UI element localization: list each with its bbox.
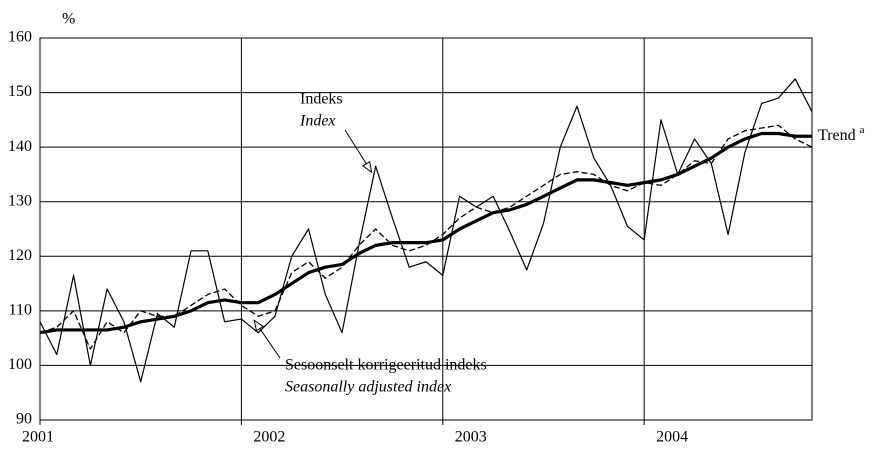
x-tick-label: 2003 bbox=[455, 429, 487, 446]
plot-frame bbox=[39, 37, 813, 421]
series-line bbox=[39, 124, 813, 350]
y-unit: % bbox=[62, 11, 75, 28]
y-tick-label: 160 bbox=[8, 29, 32, 46]
y-tick-label: 120 bbox=[8, 247, 32, 264]
x-tick-label: 2004 bbox=[656, 429, 688, 446]
y-tick-label: 130 bbox=[8, 192, 32, 209]
y-tick-label: 110 bbox=[9, 302, 32, 319]
sa-label: Sesoonselt korrigeeritud indeks bbox=[285, 357, 487, 374]
trend-label: Trend a bbox=[818, 124, 865, 144]
callout-arrow bbox=[362, 160, 373, 174]
y-tick-label: 90 bbox=[16, 411, 32, 428]
sa-label-en: Seasonally adjusted index bbox=[285, 379, 451, 396]
index-label-en: Index bbox=[299, 113, 336, 130]
y-tick-label: 140 bbox=[8, 138, 32, 155]
x-tick-label: 2001 bbox=[22, 429, 54, 446]
index-label: Indeks bbox=[300, 91, 343, 108]
trend-name: Trend bbox=[818, 127, 856, 144]
y-tick-label: 150 bbox=[8, 83, 32, 100]
series-line bbox=[39, 78, 813, 383]
trend-note: a bbox=[860, 124, 865, 136]
y-tick-label: 100 bbox=[8, 356, 32, 373]
x-tick-label: 2002 bbox=[253, 429, 285, 446]
series-line bbox=[39, 131, 812, 335]
callout-arrow bbox=[253, 319, 265, 332]
